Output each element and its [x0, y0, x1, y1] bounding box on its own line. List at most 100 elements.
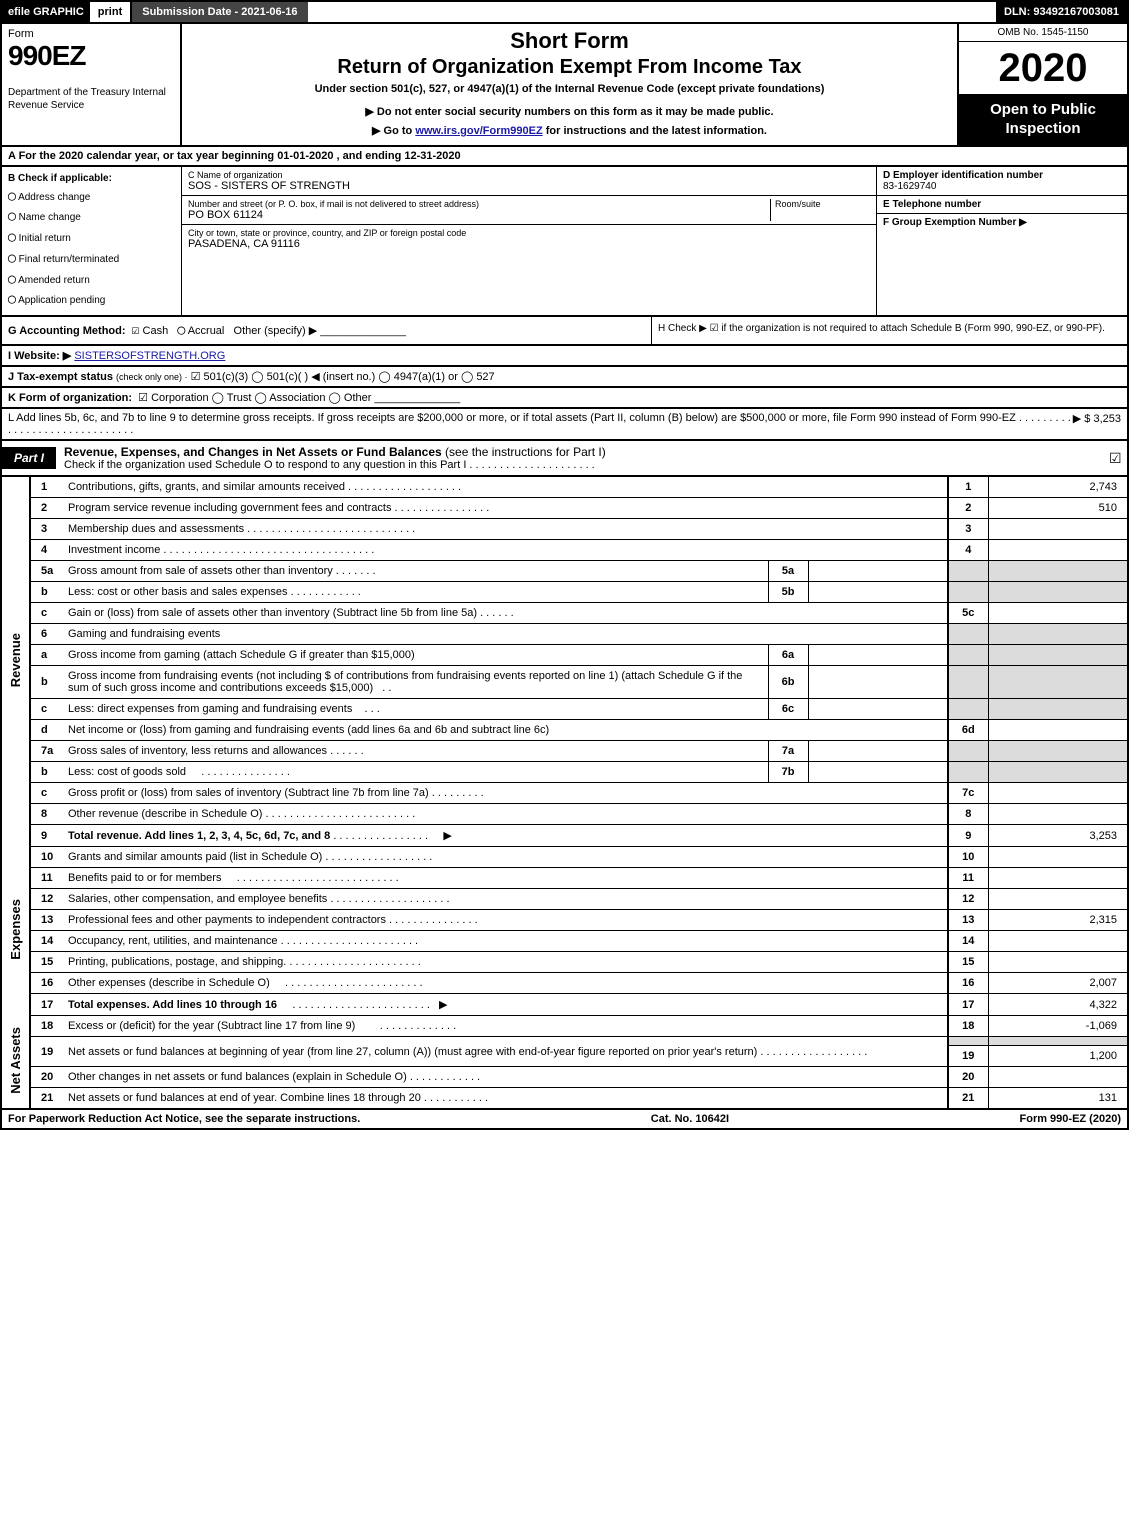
dln-label: DLN: 93492167003081	[996, 2, 1127, 22]
l1-amount: 2,743	[988, 477, 1128, 498]
short-form-title: Short Form	[190, 28, 949, 54]
l14-amount	[988, 931, 1128, 952]
part-1-title: Revenue, Expenses, and Changes in Net As…	[56, 441, 1109, 475]
l5a-innerval	[808, 561, 948, 582]
l8-linenum: 8	[948, 804, 988, 825]
chk-initial-return[interactable]: ◯ Initial return	[8, 228, 175, 249]
l20-num: 20	[30, 1067, 62, 1088]
j-note: (check only one) ·	[116, 372, 188, 382]
l19-num: 19	[30, 1037, 62, 1067]
l10-num: 10	[30, 847, 62, 868]
addr-value: PO BOX 61124	[188, 209, 770, 221]
instructions-link[interactable]: www.irs.gov/Form990EZ	[415, 125, 542, 137]
chk-accrual[interactable]: ◯	[177, 323, 185, 338]
l17-desc: Total expenses. Add lines 10 through 16 …	[62, 994, 948, 1016]
l12-amount	[988, 889, 1128, 910]
return-title: Return of Organization Exempt From Incom…	[190, 56, 949, 79]
l6-shaded	[948, 624, 988, 645]
l6d-linenum: 6d	[948, 720, 988, 741]
form-revision: Form 990-EZ (2020)	[1020, 1113, 1121, 1125]
omb-number: OMB No. 1545-1150	[959, 24, 1127, 42]
l4-num: 4	[30, 540, 62, 561]
l6a-num: a	[30, 645, 62, 666]
org-info-grid: B Check if applicable: ◯ Address change …	[0, 167, 1129, 318]
header-left: Form 990EZ Department of the Treasury In…	[2, 24, 182, 145]
l3-amount	[988, 519, 1128, 540]
cell-ein: D Employer identification number 83-1629…	[877, 167, 1127, 196]
l20-amount	[988, 1067, 1128, 1088]
row-j-tax-exempt: J Tax-exempt status (check only one) · ☑…	[0, 367, 1129, 388]
l6b-shaded-amt	[988, 666, 1128, 699]
city-label: City or town, state or province, country…	[188, 228, 870, 238]
l17-linenum: 17	[948, 994, 988, 1016]
l15-amount	[988, 952, 1128, 973]
l5a-shaded	[948, 561, 988, 582]
part-1-note: (see the instructions for Part I)	[445, 445, 606, 459]
paperwork-notice: For Paperwork Reduction Act Notice, see …	[8, 1113, 360, 1125]
l6-shaded-amt	[988, 624, 1128, 645]
cat-number: Cat. No. 10642I	[651, 1113, 729, 1125]
l10-amount	[988, 847, 1128, 868]
l16-desc: Other expenses (describe in Schedule O) …	[62, 973, 948, 994]
l12-num: 12	[30, 889, 62, 910]
l5b-shaded-amt	[988, 582, 1128, 603]
l14-num: 14	[30, 931, 62, 952]
chk-amended-return[interactable]: ◯ Amended return	[8, 270, 175, 291]
l1-linenum: 1	[948, 477, 988, 498]
l6c-inner: 6c	[768, 699, 808, 720]
org-name-value: SOS - SISTERS OF STRENGTH	[188, 180, 870, 192]
chk-name-change[interactable]: ◯ Name change	[8, 207, 175, 228]
l6a-shaded-amt	[988, 645, 1128, 666]
l7c-desc: Gross profit or (loss) from sales of inv…	[62, 783, 948, 804]
return-subtitle: Under section 501(c), 527, or 4947(a)(1)…	[190, 83, 949, 95]
cell-city: City or town, state or province, country…	[182, 225, 876, 253]
chk-address-change[interactable]: ◯ Address change	[8, 187, 175, 208]
l7a-shaded	[948, 741, 988, 762]
l9-desc: Total revenue. Add lines 1, 2, 3, 4, 5c,…	[62, 825, 948, 847]
part-1-header: Part I Revenue, Expenses, and Changes in…	[0, 441, 1129, 477]
l6a-desc: Gross income from gaming (attach Schedul…	[62, 645, 768, 666]
g-other: Other (specify) ▶	[234, 325, 318, 337]
efile-label: efile GRAPHIC	[2, 2, 90, 22]
addr-label: Number and street (or P. O. box, if mail…	[188, 199, 770, 209]
col-d-ein: D Employer identification number 83-1629…	[877, 167, 1127, 316]
l18-num: 18	[30, 1016, 62, 1037]
print-button[interactable]: print	[90, 2, 132, 22]
l7a-desc: Gross sales of inventory, less returns a…	[62, 741, 768, 762]
l6-num: 6	[30, 624, 62, 645]
l21-amount: 131	[988, 1088, 1128, 1110]
l5c-linenum: 5c	[948, 603, 988, 624]
row-h-schedule-b: H Check ▶ ☑ if the organization is not r…	[652, 317, 1127, 344]
chk-application-pending[interactable]: ◯ Application pending	[8, 290, 175, 311]
cell-group-exemption: F Group Exemption Number ▶	[877, 214, 1127, 231]
l-text: L Add lines 5b, 6c, and 7b to line 9 to …	[8, 412, 1016, 424]
j-opts: ☑ 501(c)(3) ◯ 501(c)( ) ◀ (insert no.) ◯…	[191, 371, 495, 383]
l5b-shaded	[948, 582, 988, 603]
l15-linenum: 15	[948, 952, 988, 973]
l21-linenum: 21	[948, 1088, 988, 1110]
l9-linenum: 9	[948, 825, 988, 847]
l11-num: 11	[30, 868, 62, 889]
l7c-num: c	[30, 783, 62, 804]
l5b-num: b	[30, 582, 62, 603]
l11-linenum: 11	[948, 868, 988, 889]
website-link[interactable]: SISTERSOFSTRENGTH.ORG	[74, 350, 225, 362]
note2-prefix: ▶ Go to	[372, 125, 415, 137]
part-1-checkbox[interactable]: ☑	[1109, 450, 1127, 467]
l7b-desc: Less: cost of goods sold . . . . . . . .…	[62, 762, 768, 783]
note2-suffix: for instructions and the latest informat…	[546, 125, 767, 137]
chk-final-return[interactable]: ◯ Final return/terminated	[8, 249, 175, 270]
tax-year: 2020	[959, 42, 1127, 95]
l5a-inner: 5a	[768, 561, 808, 582]
part-1-table: Revenue 1 Contributions, gifts, grants, …	[0, 477, 1129, 1110]
row-l-gross-receipts: L Add lines 5b, 6c, and 7b to line 9 to …	[0, 409, 1129, 441]
l20-desc: Other changes in net assets or fund bala…	[62, 1067, 948, 1088]
l6d-desc: Net income or (loss) from gaming and fun…	[62, 720, 948, 741]
l7a-num: 7a	[30, 741, 62, 762]
part-1-subtitle: Check if the organization used Schedule …	[64, 459, 1101, 471]
chk-cash[interactable]: ☑	[132, 323, 140, 338]
group-exemption-label: F Group Exemption Number ▶	[883, 217, 1121, 228]
l9-amount: 3,253	[988, 825, 1128, 847]
cell-address: Number and street (or P. O. box, if mail…	[182, 196, 876, 225]
l2-linenum: 2	[948, 498, 988, 519]
